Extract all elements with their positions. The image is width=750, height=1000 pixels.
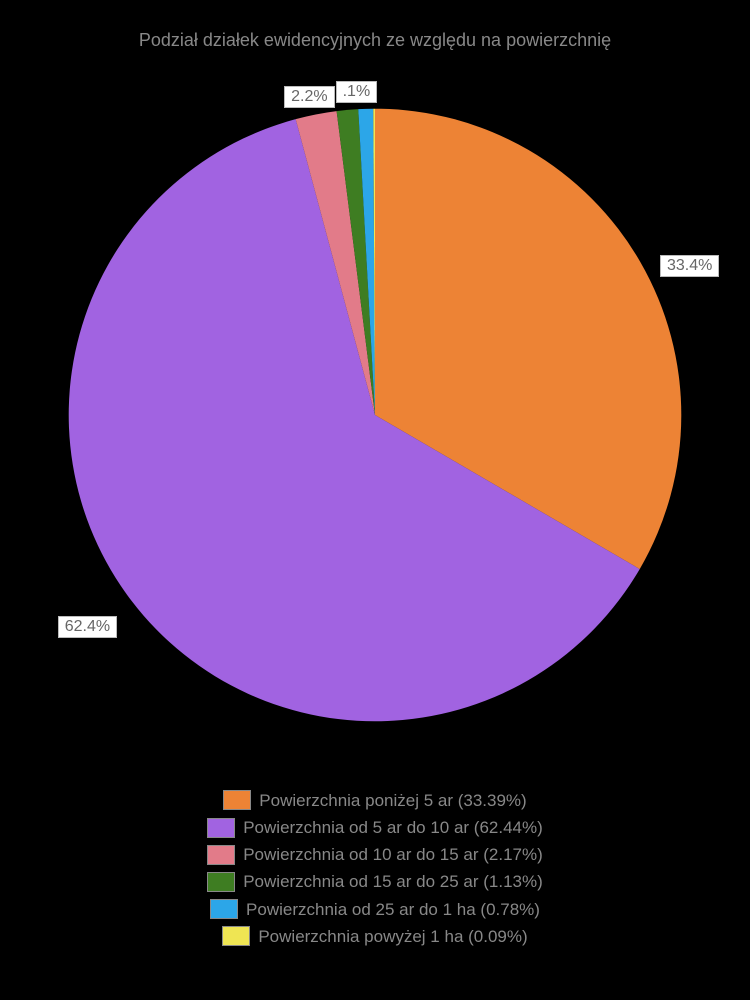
chart-title: Podział działek ewidencyjnych ze względu… [0, 30, 750, 51]
legend-swatch [222, 926, 250, 946]
chart-legend: Powierzchnia poniżej 5 ar (33.39%)Powier… [0, 787, 750, 950]
legend-item: Powierzchnia poniżej 5 ar (33.39%) [0, 787, 750, 814]
legend-swatch [207, 872, 235, 892]
legend-label: Powierzchnia poniżej 5 ar (33.39%) [259, 787, 526, 814]
legend-swatch [207, 818, 235, 838]
legend-item: Powierzchnia powyżej 1 ha (0.09%) [0, 923, 750, 950]
legend-item: Powierzchnia od 25 ar do 1 ha (0.78%) [0, 896, 750, 923]
legend-label: Powierzchnia od 15 ar do 25 ar (1.13%) [243, 868, 543, 895]
legend-label: Powierzchnia od 10 ar do 15 ar (2.17%) [243, 841, 543, 868]
legend-swatch [207, 845, 235, 865]
legend-label: Powierzchnia od 25 ar do 1 ha (0.78%) [246, 896, 540, 923]
legend-swatch [210, 899, 238, 919]
pie-chart: 33.4%62.4%2.2%.1% [40, 80, 710, 750]
slice-pct-label: 33.4% [660, 255, 719, 277]
legend-item: Powierzchnia od 15 ar do 25 ar (1.13%) [0, 868, 750, 895]
slice-pct-label: 2.2% [284, 86, 334, 108]
legend-swatch [223, 790, 251, 810]
legend-item: Powierzchnia od 5 ar do 10 ar (62.44%) [0, 814, 750, 841]
legend-label: Powierzchnia od 5 ar do 10 ar (62.44%) [243, 814, 543, 841]
legend-label: Powierzchnia powyżej 1 ha (0.09%) [258, 923, 527, 950]
legend-item: Powierzchnia od 10 ar do 15 ar (2.17%) [0, 841, 750, 868]
slice-pct-label: 62.4% [58, 616, 117, 638]
slice-pct-label: .1% [336, 81, 378, 103]
